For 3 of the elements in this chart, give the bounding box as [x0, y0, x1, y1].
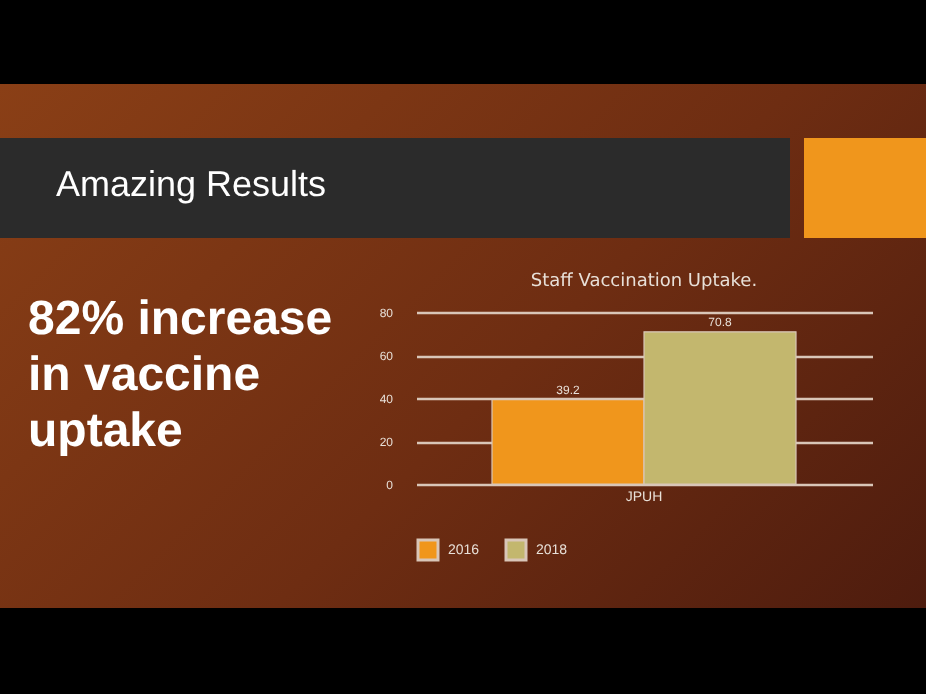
text: Amazing Results	[56, 164, 327, 206]
text: 82% increase in vaccine uptake	[28, 292, 335, 460]
chart-title: Staff Vaccination Uptake.	[530, 272, 758, 292]
